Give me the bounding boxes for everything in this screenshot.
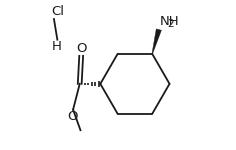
Text: O: O [67,110,78,123]
Text: Cl: Cl [51,5,64,18]
Text: NH: NH [160,15,179,28]
Text: 2: 2 [167,19,174,29]
Polygon shape [152,29,161,54]
Text: O: O [76,42,86,55]
Text: H: H [52,40,62,53]
